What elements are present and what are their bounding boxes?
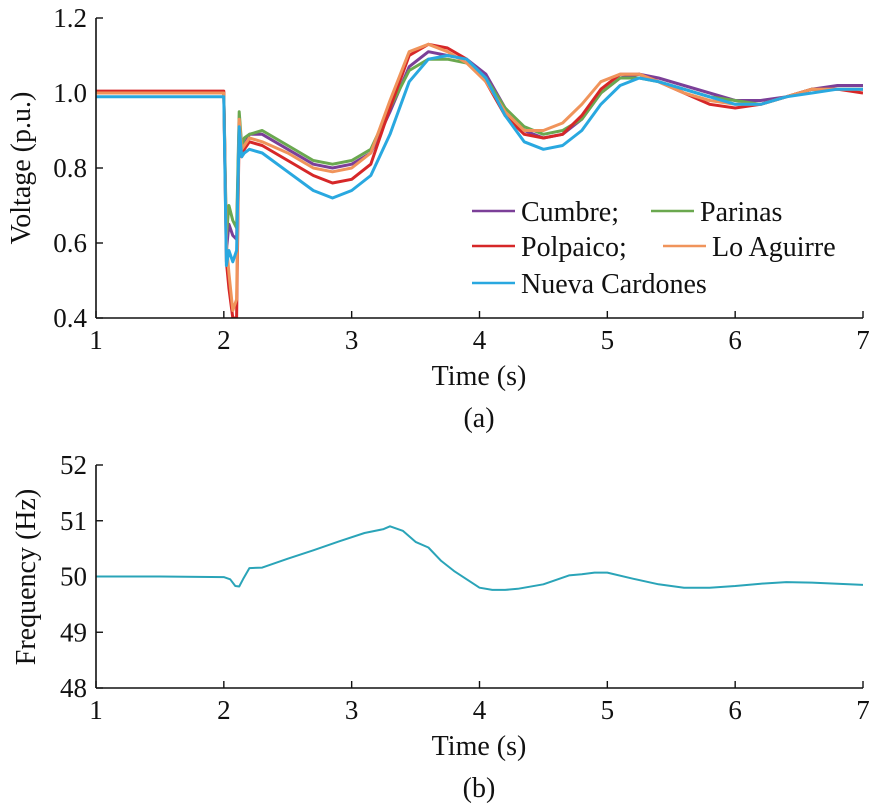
panel-b-xtick-label: 5	[601, 695, 615, 725]
panel-a-xtick-label: 2	[217, 325, 231, 355]
panel-b-ytick-label: 51	[60, 506, 87, 536]
panel-a-xtick-label: 7	[856, 325, 870, 355]
panel-a: 1 2 3 4 5 6 7 0.4 0.6 0.8 1.0 1.2 Time (s) Voltage…	[6, 3, 870, 434]
panel-b: 1 2 3 4 5 6 7 48 49 50 51 52 Time (s) Frequency (H…	[11, 450, 870, 804]
panel-a-xtick-label: 5	[601, 325, 615, 355]
panel-a-ytick-label: 0.8	[53, 153, 87, 183]
panel-b-xtick-label: 4	[473, 695, 487, 725]
panel-a-xtick-label: 6	[728, 325, 742, 355]
panel-a-xtick-label: 3	[345, 325, 359, 355]
series-line-polpaico	[96, 42, 863, 318]
panel-a-ytick-label: 0.4	[53, 303, 87, 333]
legend-label-polpaico: Polpaico;	[521, 232, 627, 263]
panel-b-caption: (b)	[463, 773, 496, 804]
panel-b-xtick-label: 6	[728, 695, 742, 725]
panel-a-y-axis-label: Voltage (p.u.)	[6, 92, 37, 245]
panel-b-y-axis-label: Frequency (Hz)	[11, 489, 42, 665]
legend-label-cumbre: Cumbre;	[521, 197, 619, 228]
panel-a-ytick-label: 1.0	[53, 78, 87, 108]
panel-b-yticks: 48 49 50 51 52	[60, 450, 103, 703]
series-line-nueva-cardones	[96, 54, 863, 267]
panel-a-ytick-label: 1.2	[53, 3, 87, 33]
panel-b-xticks: 1 2 3 4 5 6 7	[89, 681, 870, 725]
legend-label-lo-aguirre: Lo Aguirre	[712, 232, 836, 263]
series-line-lo-aguirre	[96, 42, 863, 312]
panel-b-xtick-label: 3	[345, 695, 359, 725]
panel-a-ytick-label: 0.6	[53, 228, 87, 258]
panel-a-legend: Cumbre; Parinas Polpaico; Lo Aguirre Nue…	[472, 197, 836, 300]
panel-b-ytick-label: 50	[60, 562, 87, 592]
panel-a-xtick-label: 4	[473, 325, 487, 355]
panel-b-x-axis-label: Time (s)	[432, 731, 527, 762]
panel-a-yticks: 0.4 0.6 0.8 1.0 1.2	[53, 3, 103, 333]
panel-b-xtick-label: 7	[856, 695, 870, 725]
panel-a-xticks: 1 2 3 4 5 6 7	[89, 311, 870, 355]
panel-b-ytick-label: 48	[60, 673, 87, 703]
panel-a-xtick-label: 1	[89, 325, 103, 355]
panel-b-ytick-label: 52	[60, 450, 87, 480]
panel-a-x-axis-label: Time (s)	[432, 361, 527, 392]
legend-label-nueva-cardones: Nueva Cardones	[521, 269, 707, 300]
series-line-frequency	[96, 525, 863, 591]
panel-b-xtick-label: 1	[89, 695, 103, 725]
legend-label-parinas: Parinas	[700, 197, 782, 228]
panel-a-series	[96, 42, 863, 318]
panel-b-ytick-label: 49	[60, 617, 87, 647]
panel-a-caption: (a)	[463, 403, 494, 434]
panel-b-xtick-label: 2	[217, 695, 231, 725]
panel-b-series	[96, 525, 863, 591]
